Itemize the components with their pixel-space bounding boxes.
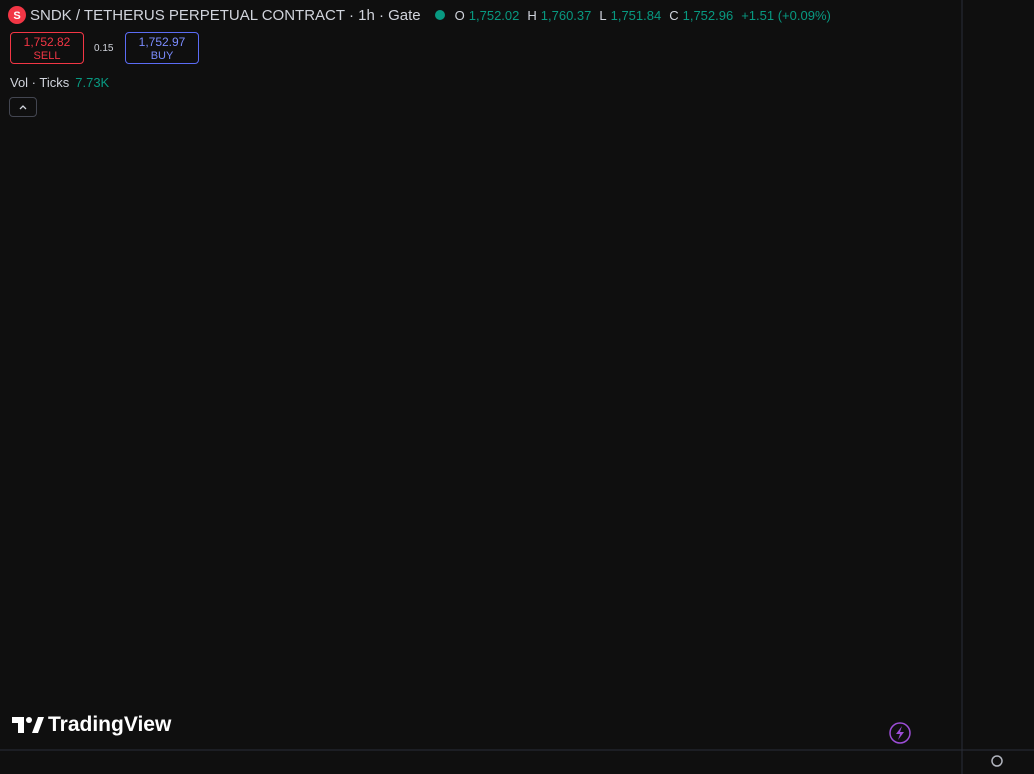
chevron-icon <box>19 105 27 110</box>
brand-name: TradingView <box>48 713 172 736</box>
chart-title: SNDK / TETHERUS PERPETUAL CONTRACT · 1h … <box>30 6 421 24</box>
legend-key: L <box>599 7 607 23</box>
lightning-glyph <box>896 726 904 740</box>
svg-text:S: S <box>13 10 20 22</box>
header: S SNDK / TETHERUS PERPETUAL CONTRACT · 1… <box>8 6 835 24</box>
volume-legend-label: Vol · Ticks <box>10 75 70 90</box>
legend-key: O <box>454 7 465 23</box>
buy-label: BUY <box>150 50 174 62</box>
sell-price: 1,752.82 <box>23 35 71 49</box>
status-dot <box>434 10 445 20</box>
collapse-button[interactable] <box>9 97 37 117</box>
legend-key: C <box>669 7 679 23</box>
volume-legend: Vol · Ticks 7.73K <box>10 75 109 90</box>
settings-icon[interactable] <box>991 755 1003 767</box>
buy-price: 1,752.97 <box>138 35 186 49</box>
buy-button[interactable]: 1,752.97 BUY <box>125 32 199 64</box>
legend-key: H <box>527 7 537 23</box>
symbol-logo: S <box>8 6 26 24</box>
legend-value: 1,752.02 <box>468 7 520 23</box>
volume-legend-value: 7.73K <box>75 75 110 90</box>
legend-value: 1,751.84 <box>610 7 662 23</box>
sell-button[interactable]: 1,752.82 SELL <box>10 32 84 64</box>
branding: TradingView <box>12 713 171 737</box>
spread: 0.15 <box>94 43 114 54</box>
brand-logo <box>12 717 44 733</box>
lightning-icon[interactable] <box>889 722 911 744</box>
legend-change: +1.51 (+0.09%) <box>741 7 831 23</box>
legend-value: 1,760.37 <box>540 7 592 23</box>
sell-label: SELL <box>33 50 61 62</box>
legend-value: 1,752.96 <box>682 7 734 23</box>
